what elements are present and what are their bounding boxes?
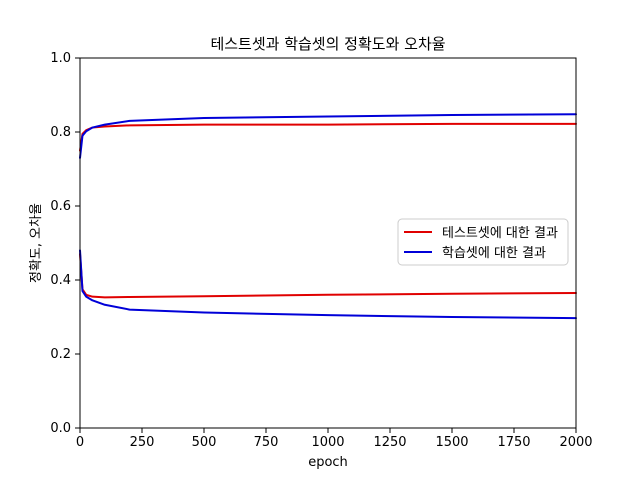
series-line-loss-train bbox=[79, 249, 577, 320]
y-tick-label: 0.8 bbox=[50, 125, 71, 140]
x-tick-label: 1500 bbox=[435, 435, 468, 450]
x-tick-label: 0 bbox=[76, 435, 84, 450]
legend-frame bbox=[397, 218, 569, 266]
x-tick-label: 750 bbox=[254, 435, 279, 450]
y-axis: 0.0 0.2 0.4 0.6 0.8 1.0 bbox=[50, 51, 80, 436]
x-tick-label: 1750 bbox=[497, 435, 530, 450]
legend: 테스트셋에 대한 결과 학습셋에 대한 결과 bbox=[397, 218, 569, 266]
series-layer bbox=[79, 113, 577, 320]
x-tick-label: 250 bbox=[130, 435, 155, 450]
plot-area bbox=[79, 57, 577, 429]
chart-title: 테스트셋과 학습셋의 정확도와 오차율 bbox=[210, 35, 445, 53]
x-tick-label: 1000 bbox=[311, 435, 344, 450]
y-tick-label: 1.0 bbox=[50, 51, 71, 66]
series-line-accuracy-train bbox=[79, 113, 577, 159]
x-tick-label: 2000 bbox=[559, 435, 592, 450]
x-tick-label: 500 bbox=[192, 435, 217, 450]
series-line-loss-test bbox=[79, 253, 577, 299]
x-tick-label: 1250 bbox=[373, 435, 406, 450]
y-tick-label: 0.6 bbox=[50, 199, 71, 214]
y-tick-label: 0.2 bbox=[50, 347, 71, 362]
y-tick-label: 0.0 bbox=[50, 421, 71, 436]
y-tick-label: 0.4 bbox=[50, 273, 71, 288]
y-axis-label: 정확도, 오차율 bbox=[29, 203, 44, 283]
x-axis: 0 250 500 750 1000 1250 1500 1750 2000 bbox=[76, 428, 593, 450]
legend-label-train: 학습셋에 대한 결과 bbox=[442, 246, 546, 261]
legend-label-test: 테스트셋에 대한 결과 bbox=[442, 226, 558, 241]
x-axis-label: epoch bbox=[308, 455, 348, 470]
